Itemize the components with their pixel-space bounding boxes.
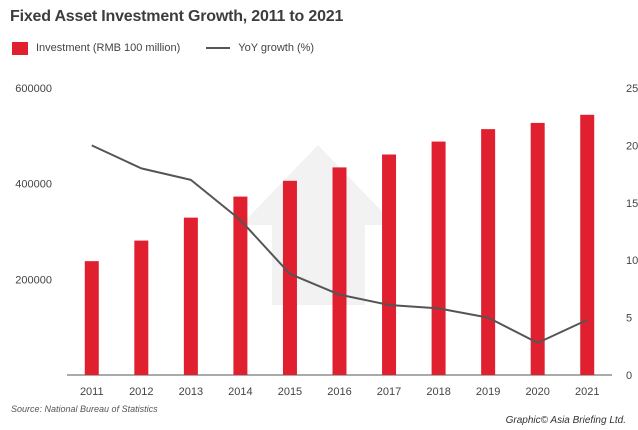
right-tick-label: 20 xyxy=(626,140,638,152)
x-tick-label: 2015 xyxy=(278,386,302,398)
bar-series xyxy=(84,114,595,375)
x-tick-label: 2012 xyxy=(129,386,153,398)
left-tick-label: 200000 xyxy=(15,274,52,286)
line-series xyxy=(91,144,588,344)
x-tick-label: 2013 xyxy=(179,386,203,398)
right-tick-label: 15 xyxy=(626,198,638,210)
bar xyxy=(134,240,149,375)
x-axis-ticks: 2011 2012 2013 2014 2015 2016 2017 2018 2019 2020… xyxy=(80,386,600,398)
watermark-shape xyxy=(241,145,395,305)
legend-yoy-label: YoY growth (%) xyxy=(238,42,315,54)
right-tick-label: 0 xyxy=(626,370,632,382)
x-tick-label: 2021 xyxy=(575,386,599,398)
bar xyxy=(580,114,595,375)
right-tick-label: 5 xyxy=(626,313,632,325)
bar xyxy=(183,217,198,375)
right-axis-ticks: 0 5 10 15 20 25 xyxy=(626,83,638,382)
source-note: Source: National Bureau of Statistics xyxy=(11,404,158,414)
yoy-growth-line xyxy=(91,144,588,344)
x-tick-label: 2016 xyxy=(327,386,351,398)
x-tick-label: 2017 xyxy=(377,386,401,398)
x-tick-label: 2020 xyxy=(525,386,549,398)
bar xyxy=(431,141,446,375)
x-tick-label: 2018 xyxy=(426,386,450,398)
x-tick-label: 2014 xyxy=(228,386,252,398)
left-axis-ticks: 200000 400000 600000 xyxy=(15,83,52,286)
left-tick-label: 600000 xyxy=(15,83,52,95)
credit-note: Graphic© Asia Briefing Ltd. xyxy=(505,415,626,426)
bar xyxy=(481,129,496,375)
right-tick-label: 10 xyxy=(626,255,638,267)
legend: Investment (RMB 100 million) YoY growth … xyxy=(12,41,340,55)
x-tick-label: 2011 xyxy=(80,386,104,398)
right-tick-label: 25 xyxy=(626,83,638,95)
legend-line-swatch xyxy=(206,47,231,49)
x-tick-label: 2019 xyxy=(476,386,500,398)
watermark-logo xyxy=(241,145,395,305)
left-tick-label: 400000 xyxy=(15,179,52,191)
chart-title: Fixed Asset Investment Growth, 2011 to 2… xyxy=(10,8,344,25)
bar xyxy=(382,154,397,375)
bar xyxy=(84,261,99,375)
legend-investment-label: Investment (RMB 100 million) xyxy=(36,42,181,54)
bar xyxy=(282,180,297,375)
bar xyxy=(332,167,347,375)
bar xyxy=(530,122,545,375)
legend-bar-swatch xyxy=(12,41,28,55)
bar xyxy=(233,196,248,375)
